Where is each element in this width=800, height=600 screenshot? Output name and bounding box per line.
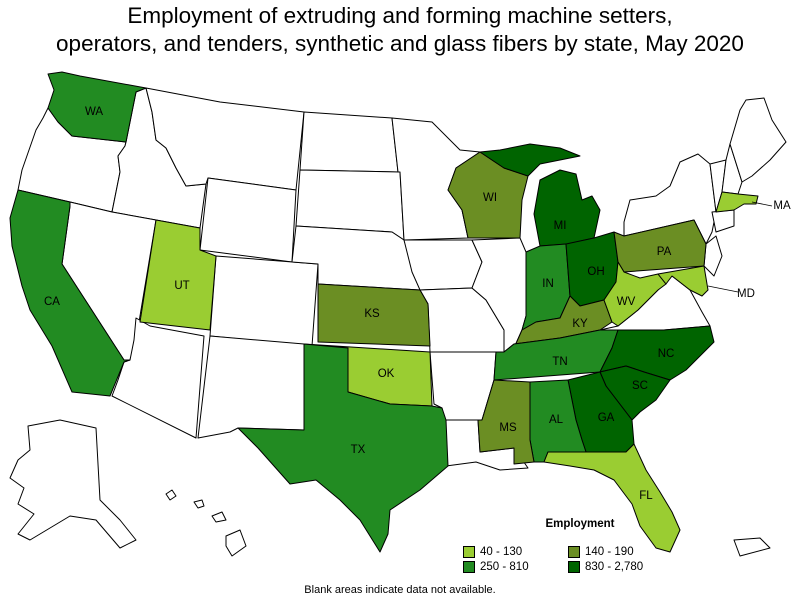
- label-AL: AL: [549, 414, 564, 426]
- state-KS[interactable]: [317, 283, 431, 347]
- state-CT[interactable]: [711, 209, 735, 233]
- legend-label-4: 830 - 2,780: [585, 561, 644, 573]
- map-title-line-2: operators, and tenders, synthetic and gl…: [56, 31, 744, 56]
- state-TX[interactable]: [237, 343, 449, 553]
- map-title: Employment of extruding and forming mach…: [0, 2, 800, 58]
- label-SC: SC: [632, 380, 648, 392]
- legend-label-3: 250 - 810: [480, 561, 529, 573]
- legend-title: Employment: [545, 518, 615, 530]
- state-ME[interactable]: [729, 97, 787, 183]
- label-TX: TX: [351, 444, 366, 456]
- label-WV: WV: [617, 296, 636, 308]
- label-NC: NC: [658, 348, 675, 360]
- label-IN: IN: [542, 278, 554, 290]
- state-WI[interactable]: [447, 151, 529, 239]
- state-CO[interactable]: [209, 255, 319, 347]
- state-MS[interactable]: [477, 379, 535, 465]
- state-MA[interactable]: [715, 191, 759, 213]
- state-MT[interactable]: [145, 87, 305, 191]
- label-FL: FL: [639, 490, 653, 502]
- label-WI: WI: [483, 192, 497, 204]
- label-MI: MI: [554, 220, 567, 232]
- legend-swatch-1: [463, 546, 475, 558]
- state-NH[interactable]: [721, 143, 743, 195]
- state-HI[interactable]: [165, 489, 247, 557]
- legend-label-1: 40 - 130: [480, 546, 523, 558]
- legend-item-2: 140 - 190: [568, 546, 634, 558]
- label-OK: OK: [378, 368, 395, 380]
- state-MD[interactable]: [657, 265, 709, 297]
- label-TN: TN: [552, 356, 567, 368]
- legend-item-4: 830 - 2,780: [568, 561, 643, 573]
- state-WY[interactable]: [199, 177, 297, 263]
- state-AK[interactable]: [9, 419, 137, 549]
- legend-swatch-4: [568, 561, 580, 573]
- state-AZ[interactable]: [111, 317, 205, 439]
- state-MI[interactable]: [479, 143, 601, 247]
- legend-label-2: 140 - 190: [585, 546, 634, 558]
- label-PA: PA: [657, 246, 672, 258]
- state-labels: WA CA UT KS OK TX WI MI IN OH PA KY WV T…: [44, 106, 791, 502]
- footnote: Blank areas indicate data not available.: [304, 584, 496, 596]
- state-NM[interactable]: [197, 335, 305, 439]
- label-UT: UT: [174, 280, 189, 292]
- state-TN[interactable]: [493, 329, 619, 381]
- label-MA: MA: [773, 200, 791, 212]
- legend-swatch-2: [568, 546, 580, 558]
- label-KY: KY: [572, 318, 588, 330]
- territory-PR[interactable]: [733, 537, 771, 557]
- legend-item-3: 250 - 810: [463, 561, 529, 573]
- state-ND[interactable]: [299, 111, 399, 173]
- leader-line-MD: [707, 285, 739, 293]
- legend-swatch-3: [463, 561, 475, 573]
- label-OH: OH: [587, 266, 604, 278]
- label-WA: WA: [85, 106, 103, 118]
- state-FL[interactable]: [543, 443, 681, 553]
- state-WA[interactable]: [47, 71, 147, 143]
- label-MD: MD: [737, 288, 755, 300]
- label-MS: MS: [499, 422, 517, 434]
- state-UT[interactable]: [139, 219, 217, 331]
- map-title-line-1: Employment of extruding and forming mach…: [127, 3, 673, 28]
- label-CA: CA: [44, 296, 60, 308]
- label-GA: GA: [598, 412, 615, 424]
- label-KS: KS: [364, 308, 380, 320]
- leader-line-MA: [751, 201, 773, 207]
- legend-item-1: 40 - 130: [463, 546, 522, 558]
- state-CA[interactable]: [9, 189, 131, 397]
